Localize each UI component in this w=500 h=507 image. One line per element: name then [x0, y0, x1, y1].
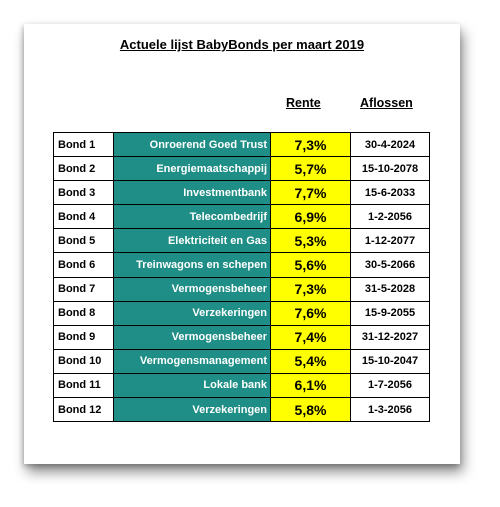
bond-repayment-date: 30-5-2066: [350, 252, 430, 278]
bond-rate: 6,9%: [270, 204, 351, 230]
bond-name: Bond 9: [53, 324, 114, 350]
bond-sector: Onroerend Goed Trust: [113, 131, 271, 158]
bond-name: Bond 10: [53, 348, 114, 374]
rate-column-header: Rente: [286, 96, 321, 110]
bond-rate: 5,4%: [270, 348, 351, 374]
bond-rate: 5,7%: [270, 156, 351, 182]
bond-repayment-date: 15-6-2033: [350, 180, 430, 206]
bond-repayment-date: 15-10-2047: [350, 348, 430, 374]
table-row: Bond 12 Verzekeringen 5,8% 1-3-2056: [53, 397, 430, 423]
table-row: Bond 1 Onroerend Goed Trust 7,3% 30-4-2024: [53, 131, 430, 158]
table-row: Bond 3 Investmentbank 7,7% 15-6-2033: [53, 180, 430, 206]
bond-rate: 6,1%: [270, 372, 351, 399]
bond-rate: 7,6%: [270, 300, 351, 326]
document-title: Actuele lijst BabyBonds per maart 2019: [119, 37, 365, 52]
table-row: Bond 2 Energiemaatschappij 5,7% 15-10-2078: [53, 156, 430, 182]
bond-sector: Lokale bank: [113, 372, 271, 399]
bond-rate: 5,3%: [270, 228, 351, 254]
bond-name: Bond 5: [53, 228, 114, 254]
bond-sector: Telecombedrijf: [113, 204, 271, 230]
table-row: Bond 4 Telecombedrijf 6,9% 1-2-2056: [53, 204, 430, 230]
repayment-column-header: Aflossen: [360, 96, 413, 110]
table-row: Bond 8 Verzekeringen 7,6% 15-9-2055: [53, 300, 430, 326]
bond-rate: 7,3%: [270, 276, 351, 302]
bond-repayment-date: 1-12-2077: [350, 228, 430, 254]
bond-sector: Vermogensbeheer: [113, 324, 271, 350]
bond-name: Bond 1: [53, 131, 114, 158]
bond-repayment-date: 31-12-2027: [350, 324, 430, 350]
bonds-table: Bond 1 Onroerend Goed Trust 7,3% 30-4-2024 …: [53, 131, 430, 423]
bond-sector: Treinwagons en schepen: [113, 252, 271, 278]
bond-list-card: Actuele lijst BabyBonds per maart 2019 R…: [24, 24, 460, 464]
bond-sector: Investmentbank: [113, 180, 271, 206]
table-row: Bond 7 Vermogensbeheer 7,3% 31-5-2028: [53, 276, 430, 302]
bond-repayment-date: 15-9-2055: [350, 300, 430, 326]
bond-repayment-date: 31-5-2028: [350, 276, 430, 302]
bond-rate: 7,4%: [270, 324, 351, 350]
bond-name: Bond 11: [53, 372, 114, 399]
bond-sector: Energiemaatschappij: [113, 156, 271, 182]
table-row: Bond 6 Treinwagons en schepen 5,6% 30-5-206…: [53, 252, 430, 278]
bond-repayment-date: 30-4-2024: [350, 131, 430, 158]
bond-sector: Vermogensmanagement: [113, 348, 271, 374]
bond-name: Bond 12: [53, 397, 114, 423]
bond-rate: 7,7%: [270, 180, 351, 206]
bond-repayment-date: 15-10-2078: [350, 156, 430, 182]
bond-name: Bond 8: [53, 300, 114, 326]
bond-repayment-date: 1-7-2056: [350, 372, 430, 399]
bond-sector: Elektriciteit en Gas: [113, 228, 271, 254]
bond-name: Bond 4: [53, 204, 114, 230]
bond-name: Bond 7: [53, 276, 114, 302]
table-row: Bond 10 Vermogensmanagement 5,4% 15-10-2047: [53, 348, 430, 374]
bond-sector: Verzekeringen: [113, 300, 271, 326]
bond-repayment-date: 1-3-2056: [350, 397, 430, 423]
bond-name: Bond 6: [53, 252, 114, 278]
table-row: Bond 5 Elektriciteit en Gas 5,3% 1-12-2077: [53, 228, 430, 254]
bond-rate: 5,8%: [270, 397, 351, 423]
bond-name: Bond 2: [53, 156, 114, 182]
bond-rate: 5,6%: [270, 252, 351, 278]
table-row: Bond 11 Lokale bank 6,1% 1-7-2056: [53, 372, 430, 399]
bond-rate: 7,3%: [270, 131, 351, 158]
bond-repayment-date: 1-2-2056: [350, 204, 430, 230]
bond-name: Bond 3: [53, 180, 114, 206]
bond-sector: Vermogensbeheer: [113, 276, 271, 302]
table-row: Bond 9 Vermogensbeheer 7,4% 31-12-2027: [53, 324, 430, 350]
bond-sector: Verzekeringen: [113, 397, 271, 423]
